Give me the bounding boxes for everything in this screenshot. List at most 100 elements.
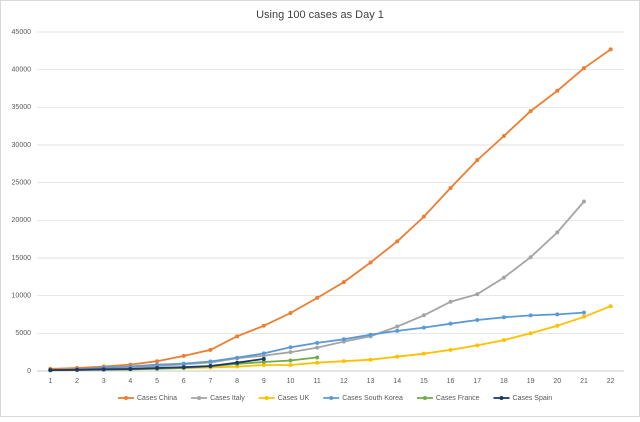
legend-label: Cases South Korea (342, 395, 403, 402)
data-point (528, 313, 533, 318)
y-tick-label: 45000 (12, 29, 32, 36)
x-tick-label: 18 (500, 378, 508, 385)
legend-label: Cases Spain (513, 395, 553, 402)
data-point (315, 355, 320, 360)
legend-marker (197, 396, 202, 400)
data-point (208, 347, 213, 352)
data-point (235, 355, 240, 360)
x-tick-label: 6 (182, 378, 186, 385)
data-point (155, 365, 160, 370)
y-tick-label: 40000 (12, 67, 32, 74)
data-point (501, 338, 506, 343)
legend-marker (499, 396, 504, 400)
data-point (581, 199, 586, 204)
data-point (261, 323, 266, 328)
data-point (315, 360, 320, 365)
x-tick-label: 10 (287, 378, 295, 385)
data-point (421, 351, 426, 356)
data-point (555, 230, 560, 235)
data-point (235, 360, 240, 365)
data-point (581, 314, 586, 319)
data-point (528, 255, 533, 260)
x-tick-label: 3 (102, 378, 106, 385)
data-point (368, 357, 373, 362)
data-point (475, 318, 480, 323)
data-point (288, 345, 293, 350)
data-point (581, 66, 586, 71)
x-tick-label: 2 (75, 378, 79, 385)
data-point (501, 133, 506, 138)
data-point (448, 299, 453, 304)
data-point (181, 365, 186, 370)
data-point (368, 332, 373, 337)
series-line (50, 48, 612, 370)
data-point (288, 310, 293, 315)
legend-label: Cases France (436, 395, 480, 402)
data-point (581, 310, 586, 315)
data-point (75, 367, 80, 372)
data-point (181, 361, 186, 366)
data-point (448, 321, 453, 326)
data-point (315, 340, 320, 345)
x-tick-label: 11 (314, 378, 321, 385)
data-point (341, 337, 346, 342)
data-point (155, 362, 160, 367)
data-point (208, 359, 213, 364)
x-tick-label: 15 (420, 378, 428, 385)
data-point (501, 315, 506, 320)
data-point (448, 185, 453, 190)
data-point (208, 363, 213, 368)
legend-marker (329, 396, 334, 400)
y-tick-label: 10000 (12, 293, 32, 300)
data-point (475, 158, 480, 163)
data-point (528, 331, 533, 336)
data-point (261, 356, 266, 361)
data-point (368, 260, 373, 265)
x-tick-label: 17 (473, 378, 481, 385)
x-tick-label: 7 (208, 378, 212, 385)
data-point (608, 304, 613, 309)
legend-marker (264, 396, 269, 400)
x-tick-label: 9 (262, 378, 266, 385)
y-tick-label: 5000 (15, 330, 31, 337)
legend-label: Cases Italy (210, 395, 245, 402)
x-tick-label: 8 (235, 378, 239, 385)
data-point (101, 367, 106, 372)
data-point (288, 358, 293, 363)
legend-marker (422, 396, 427, 400)
x-tick-label: 22 (607, 378, 615, 385)
data-point (315, 295, 320, 300)
y-tick-label: 15000 (12, 255, 32, 262)
y-tick-label: 0 (27, 368, 31, 375)
data-point (421, 214, 426, 219)
chart-title: Using 100 cases as Day 1 (256, 9, 384, 21)
x-tick-label: 13 (367, 378, 375, 385)
x-tick-label: 4 (128, 378, 132, 385)
data-point (261, 362, 266, 367)
data-point (341, 280, 346, 285)
data-point (235, 334, 240, 339)
x-tick-label: 16 (447, 378, 455, 385)
y-tick-label: 20000 (12, 217, 32, 224)
data-point (501, 275, 506, 280)
data-point (128, 367, 133, 372)
legend-label: Cases UK (278, 395, 310, 402)
y-tick-label: 25000 (12, 180, 32, 187)
x-tick-label: 5 (155, 378, 159, 385)
y-tick-label: 35000 (12, 104, 32, 111)
data-point (395, 328, 400, 333)
x-tick-label: 12 (340, 378, 348, 385)
data-point (608, 47, 613, 52)
y-tick-label: 30000 (12, 142, 32, 149)
data-point (475, 343, 480, 348)
x-tick-label: 21 (580, 378, 588, 385)
data-point (288, 350, 293, 355)
x-tick-label: 20 (553, 378, 561, 385)
data-point (421, 325, 426, 330)
legend-label: Cases China (137, 395, 177, 402)
legend-marker (124, 396, 128, 400)
data-point (48, 368, 53, 373)
data-point (555, 88, 560, 93)
data-point (395, 324, 400, 329)
